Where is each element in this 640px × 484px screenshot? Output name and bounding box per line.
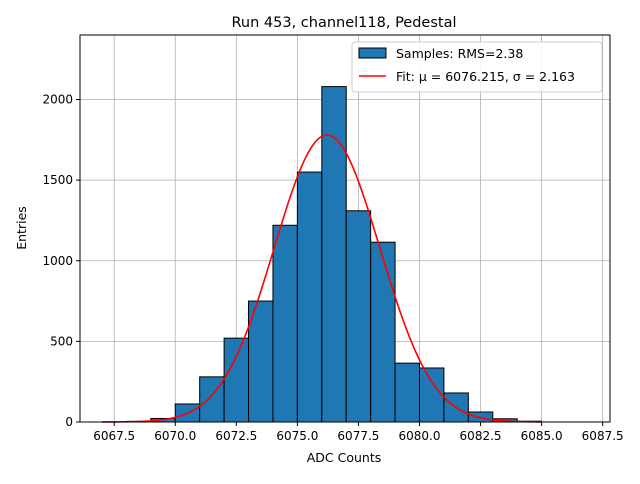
x-tick-label: 6075.0 xyxy=(276,429,318,443)
y-tick-label: 1000 xyxy=(42,254,73,268)
legend-samples-swatch xyxy=(359,48,386,58)
x-axis-label: ADC Counts xyxy=(307,450,382,465)
histogram-bar xyxy=(273,225,297,422)
x-tick-label: 6085.0 xyxy=(521,429,563,443)
chart-title: Run 453, channel118, Pedestal xyxy=(231,15,456,31)
histogram-bar xyxy=(371,242,395,422)
histogram-bar xyxy=(297,172,321,422)
histogram-bar xyxy=(224,338,248,422)
histogram-bar xyxy=(419,368,443,422)
y-tick-label: 1500 xyxy=(42,173,73,187)
x-tick-label: 6072.5 xyxy=(215,429,257,443)
legend-fit-label: Fit: μ = 6076.215, σ = 2.163 xyxy=(396,69,575,84)
histogram-bar xyxy=(395,363,419,422)
y-tick-label: 500 xyxy=(50,334,73,348)
histogram-bar xyxy=(346,211,370,422)
x-tick-label: 6082.5 xyxy=(460,429,502,443)
y-tick-label: 2000 xyxy=(42,93,73,107)
x-tick-label: 6077.5 xyxy=(337,429,379,443)
y-tick-label: 0 xyxy=(65,415,73,429)
x-tick-label: 6070.0 xyxy=(154,429,196,443)
x-tick-label: 6067.5 xyxy=(93,429,135,443)
legend-samples-label: Samples: RMS=2.38 xyxy=(396,46,523,61)
x-tick-label: 6087.5 xyxy=(582,429,624,443)
x-tick-label: 6080.0 xyxy=(398,429,440,443)
y-axis-label: Entries xyxy=(14,206,29,250)
